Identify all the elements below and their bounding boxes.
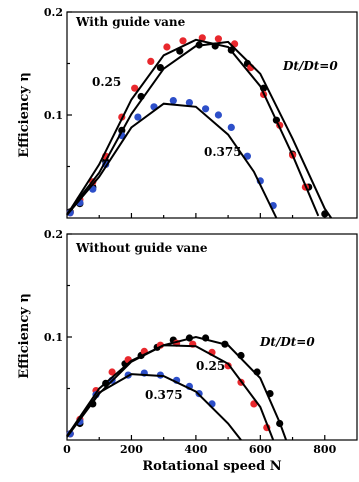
y-tick-label: 0.2 <box>44 228 63 241</box>
bottom-panel-title: Without guide vane <box>75 241 208 255</box>
top-label-dt0: Dt/Dt=0 <box>282 59 338 73</box>
data-point-0-25 <box>214 35 222 43</box>
data-point-0-375 <box>227 123 235 131</box>
bottom-axis-ticks: 0.1 0.2 0 200 400 600 800 <box>44 228 337 456</box>
top-y-axis-title: Efficiency η <box>17 72 32 158</box>
data-point-0-25 <box>108 368 116 376</box>
y-tick-label: 0.1 <box>44 109 63 122</box>
top-label-025: 0.25 <box>92 75 121 89</box>
y-tick-label: 0.1 <box>44 331 63 344</box>
data-point-0-375 <box>169 97 177 105</box>
bottom-label-0375: 0.375 <box>145 388 183 402</box>
data-point-0-375 <box>185 99 193 107</box>
data-point-0-25 <box>147 57 155 65</box>
bottom-panel: Without guide vane Efficiency η 0.1 0.2 0 2… <box>17 228 358 456</box>
x-tick-label: 600 <box>249 443 272 456</box>
bottom-y-axis-title: Efficiency η <box>17 293 32 379</box>
top-axis-ticks: 0.1 0.2 <box>44 6 326 218</box>
fit-curve-0-375 <box>66 102 278 219</box>
bottom-fit-curves <box>66 335 288 441</box>
fit-curve-0-25 <box>66 344 275 441</box>
x-tick-label: 0 <box>63 443 71 456</box>
x-tick-label: 800 <box>313 443 336 456</box>
bottom-label-025: 0.25 <box>196 359 225 373</box>
data-point-0-375 <box>214 111 222 119</box>
data-point-0-25 <box>131 84 139 92</box>
bottom-label-dt0: Dt/Dt=0 <box>259 335 315 349</box>
data-point-0-375 <box>134 113 142 121</box>
x-axis-title: Rotational speed N <box>142 459 281 474</box>
fit-curve-dt-dt-0 <box>66 335 288 441</box>
x-tick-label: 200 <box>120 443 143 456</box>
x-tick-label: 400 <box>184 443 207 456</box>
data-point-0-375 <box>243 152 251 160</box>
top-fit-curves <box>66 38 333 219</box>
data-point-0-25 <box>179 37 187 45</box>
data-point-0-375 <box>202 105 210 113</box>
y-tick-label: 0.2 <box>44 6 63 19</box>
fit-curve-0-25 <box>66 38 320 217</box>
data-point-0-25 <box>198 34 206 42</box>
fit-curve-0-375 <box>66 373 242 441</box>
data-point-0-25 <box>163 43 171 51</box>
top-panel-title: With guide vane <box>75 15 186 29</box>
bottom-data-points <box>66 334 284 438</box>
top-panel: With guide vane Efficiency η 0.1 0.2 Dt/D… <box>17 6 358 219</box>
top-label-0375: 0.375 <box>204 145 242 159</box>
